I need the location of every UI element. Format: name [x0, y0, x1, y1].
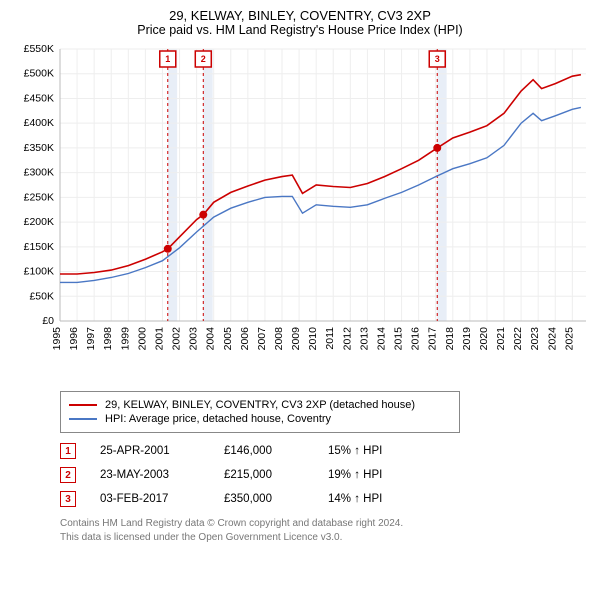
tx-price: £350,000 — [224, 493, 304, 505]
footer-line: This data is licensed under the Open Gov… — [60, 531, 590, 545]
legend: 29, KELWAY, BINLEY, COVENTRY, CV3 2XP (d… — [60, 391, 460, 433]
svg-text:2009: 2009 — [290, 327, 302, 351]
legend-item: 29, KELWAY, BINLEY, COVENTRY, CV3 2XP (d… — [69, 398, 451, 412]
svg-text:£400K: £400K — [24, 117, 54, 129]
svg-text:£50K: £50K — [29, 290, 54, 302]
tx-hpi: 19% ↑ HPI — [328, 469, 408, 481]
tx-price: £215,000 — [224, 469, 304, 481]
svg-text:2003: 2003 — [188, 327, 200, 351]
svg-text:£550K: £550K — [24, 43, 54, 55]
svg-text:2021: 2021 — [495, 327, 507, 351]
footer-line: Contains HM Land Registry data © Crown c… — [60, 517, 590, 531]
line-chart-svg: £0 £50K £100K £150K £200K £250K £300K £350K £400… — [10, 43, 590, 383]
svg-text:1999: 1999 — [119, 327, 131, 351]
svg-text:£500K: £500K — [24, 68, 54, 80]
svg-text:£0: £0 — [42, 315, 54, 327]
legend-item: HPI: Average price, detached house, Cove… — [69, 412, 451, 426]
svg-text:2006: 2006 — [239, 327, 251, 351]
svg-text:2004: 2004 — [205, 327, 217, 351]
svg-text:2015: 2015 — [393, 327, 405, 351]
svg-text:2012: 2012 — [341, 327, 353, 351]
svg-text:£100K: £100K — [24, 266, 54, 278]
tx-date: 25-APR-2001 — [100, 445, 200, 457]
svg-text:2018: 2018 — [444, 327, 456, 351]
svg-text:2013: 2013 — [358, 327, 370, 351]
svg-text:2: 2 — [201, 54, 206, 64]
tx-badge-icon: 2 — [60, 467, 76, 483]
svg-text:2017: 2017 — [427, 327, 439, 351]
svg-text:2001: 2001 — [153, 327, 165, 351]
tx-hpi: 14% ↑ HPI — [328, 493, 408, 505]
svg-text:3: 3 — [435, 54, 440, 64]
svg-text:2007: 2007 — [256, 327, 268, 351]
svg-text:2016: 2016 — [410, 327, 422, 351]
svg-text:1995: 1995 — [51, 327, 63, 351]
svg-text:2019: 2019 — [461, 327, 473, 351]
table-row: 1 25-APR-2001 £146,000 15% ↑ HPI — [60, 439, 590, 463]
tx-badge-icon: 1 — [60, 443, 76, 459]
svg-text:2008: 2008 — [273, 327, 285, 351]
tx-price: £146,000 — [224, 445, 304, 457]
chart-subtitle: Price paid vs. HM Land Registry's House … — [10, 23, 590, 37]
svg-text:2002: 2002 — [171, 327, 183, 351]
svg-text:2014: 2014 — [375, 327, 387, 351]
svg-text:2024: 2024 — [546, 327, 558, 351]
footer-attribution: Contains HM Land Registry data © Crown c… — [60, 517, 590, 544]
svg-text:1998: 1998 — [102, 327, 114, 351]
svg-text:2000: 2000 — [136, 327, 148, 351]
legend-swatch — [69, 418, 97, 420]
svg-text:£300K: £300K — [24, 167, 54, 179]
svg-text:2005: 2005 — [222, 327, 234, 351]
chart-title: 29, KELWAY, BINLEY, COVENTRY, CV3 2XP — [10, 8, 590, 23]
svg-text:£350K: £350K — [24, 142, 54, 154]
svg-text:2020: 2020 — [478, 327, 490, 351]
tx-date: 03-FEB-2017 — [100, 493, 200, 505]
svg-text:2023: 2023 — [529, 327, 541, 351]
legend-label: HPI: Average price, detached house, Cove… — [105, 413, 331, 425]
svg-text:£250K: £250K — [24, 191, 54, 203]
chart-area: £0 £50K £100K £150K £200K £250K £300K £350K £400… — [10, 43, 590, 383]
svg-text:£200K: £200K — [24, 216, 54, 228]
svg-text:£450K: £450K — [24, 92, 54, 104]
tx-badge-icon: 3 — [60, 491, 76, 507]
table-row: 2 23-MAY-2003 £215,000 19% ↑ HPI — [60, 463, 590, 487]
svg-text:1: 1 — [165, 54, 170, 64]
legend-label: 29, KELWAY, BINLEY, COVENTRY, CV3 2XP (d… — [105, 399, 415, 411]
tx-date: 23-MAY-2003 — [100, 469, 200, 481]
transactions-table: 1 25-APR-2001 £146,000 15% ↑ HPI 2 23-MA… — [60, 439, 590, 511]
svg-text:1997: 1997 — [85, 327, 97, 351]
table-row: 3 03-FEB-2017 £350,000 14% ↑ HPI — [60, 487, 590, 511]
svg-text:1996: 1996 — [68, 327, 80, 351]
legend-swatch — [69, 404, 97, 406]
svg-text:2022: 2022 — [512, 327, 524, 351]
svg-text:2010: 2010 — [307, 327, 319, 351]
svg-text:2011: 2011 — [324, 327, 336, 350]
tx-hpi: 15% ↑ HPI — [328, 445, 408, 457]
svg-text:2025: 2025 — [563, 327, 575, 351]
svg-text:£150K: £150K — [24, 241, 54, 253]
